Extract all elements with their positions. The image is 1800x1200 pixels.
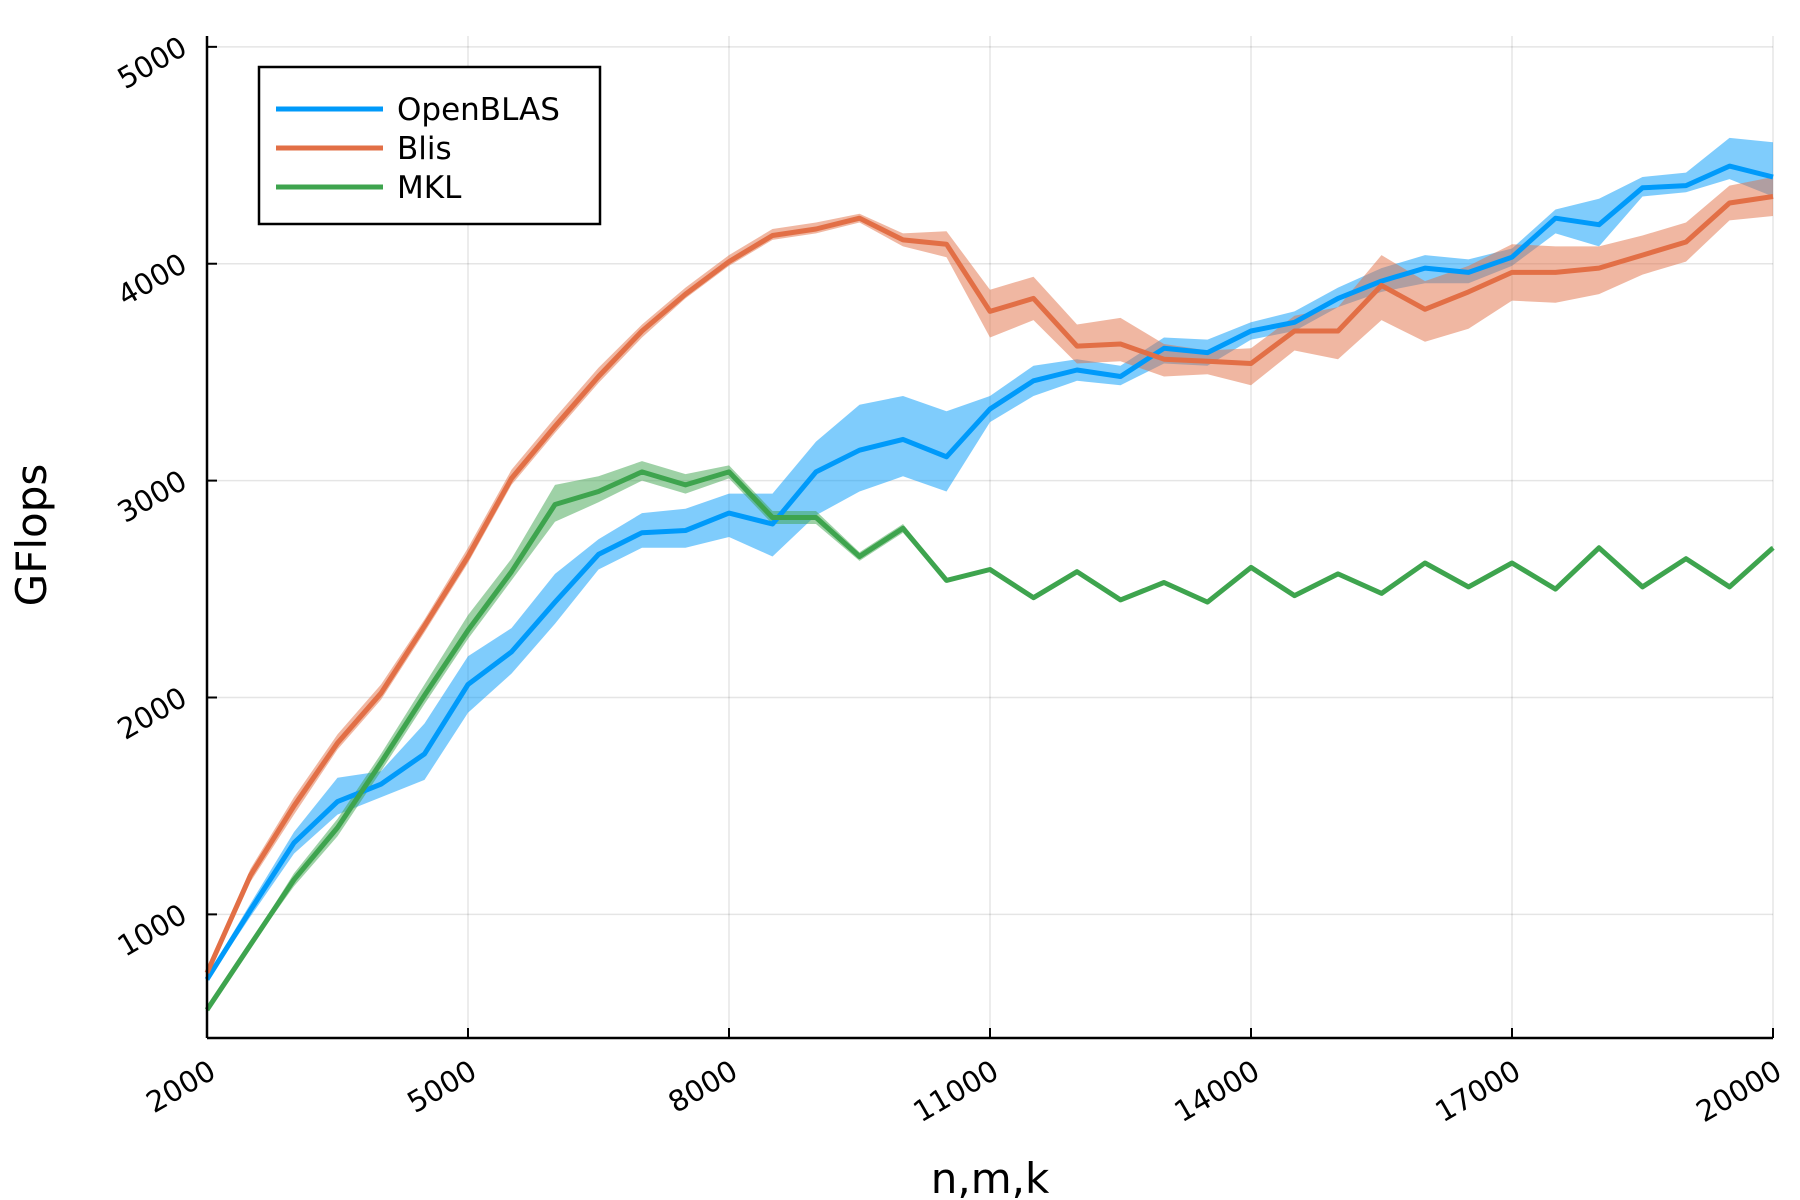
y-axis-label: GFlops <box>7 464 56 607</box>
axes <box>205 36 1774 1040</box>
legend-label-blis: Blis <box>397 131 452 167</box>
line-blis <box>204 194 1774 974</box>
band-openblas <box>207 137 1773 982</box>
legend-label-mkl: MKL <box>397 170 462 206</box>
line-openblas <box>204 163 1774 981</box>
line-mkl <box>204 469 1775 1012</box>
series-lines <box>204 163 1775 1012</box>
legend-label-openblas: OpenBLAS <box>397 92 560 128</box>
x-axis-label: n,m,k <box>931 1154 1050 1200</box>
